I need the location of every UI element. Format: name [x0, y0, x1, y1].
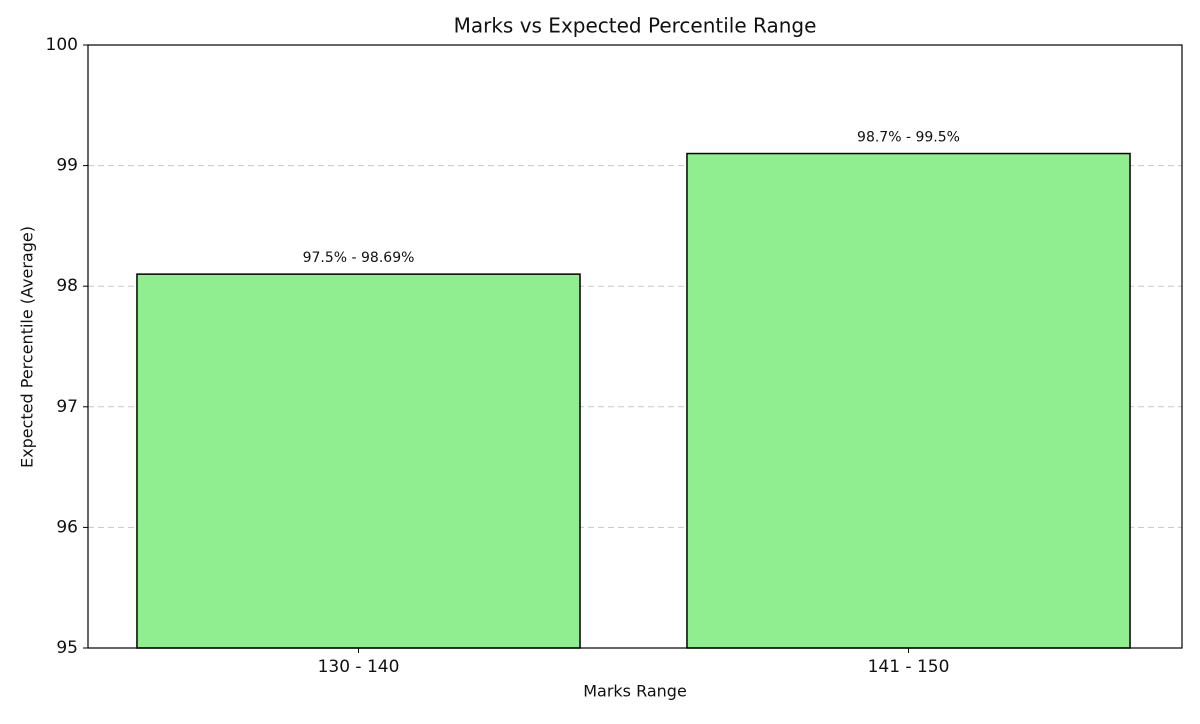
y-tick-label: 97 — [56, 397, 78, 417]
y-tick-label: 95 — [56, 638, 78, 658]
chart-title: Marks vs Expected Percentile Range — [454, 14, 817, 38]
x-axis-label: Marks Range — [583, 682, 687, 701]
plot-frame — [87, 44, 1183, 649]
y-tick-label: 98 — [56, 276, 78, 296]
y-tick-label: 99 — [56, 156, 78, 176]
y-tick-label: 96 — [56, 517, 78, 537]
y-axis-label: Expected Percentile (Average) — [18, 226, 37, 468]
annotation: 98.7% - 99.5% — [857, 130, 960, 146]
y-tick-label: 100 — [46, 35, 78, 55]
x-tick-label: 130 - 140 — [318, 657, 400, 677]
bar — [686, 152, 1131, 649]
bar — [136, 273, 581, 649]
annotation: 97.5% - 98.69% — [303, 250, 415, 266]
x-tick-label: 141 - 150 — [868, 657, 950, 677]
